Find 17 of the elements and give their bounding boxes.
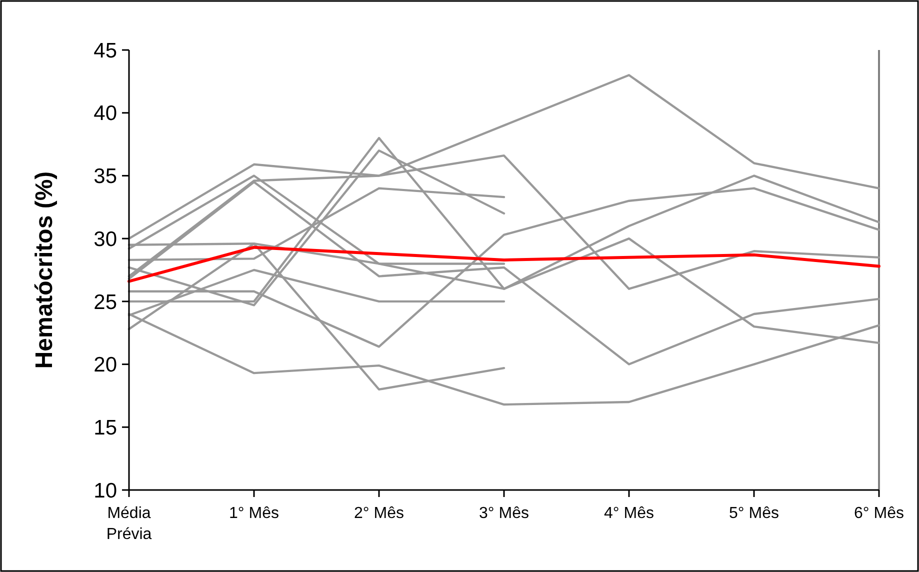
x-tick-label: 4° Mês — [604, 505, 654, 522]
x-tick-label: 1° Mês — [229, 505, 279, 522]
y-tick-label: 45 — [94, 39, 117, 62]
y-tick-label: 30 — [94, 228, 117, 251]
x-tick-label: 3° Mês — [479, 505, 529, 522]
x-tick-label: 6° Mês — [854, 505, 904, 522]
x-tick-label: 5° Mês — [729, 505, 779, 522]
y-tick-label: 10 — [94, 479, 117, 502]
x-tick-label: Média Prévia — [106, 505, 152, 543]
line-series — [128, 246, 880, 283]
y-tick-label: 20 — [94, 354, 117, 377]
y-tick-label: 15 — [94, 416, 117, 440]
y-tick-label: 40 — [94, 102, 117, 126]
y-tick-label: 25 — [94, 290, 117, 314]
x-tick-label: 2° Mês — [354, 505, 404, 522]
y-axis-title: Hematócritos (%) — [31, 171, 58, 369]
y-tick-label: 35 — [94, 165, 117, 188]
